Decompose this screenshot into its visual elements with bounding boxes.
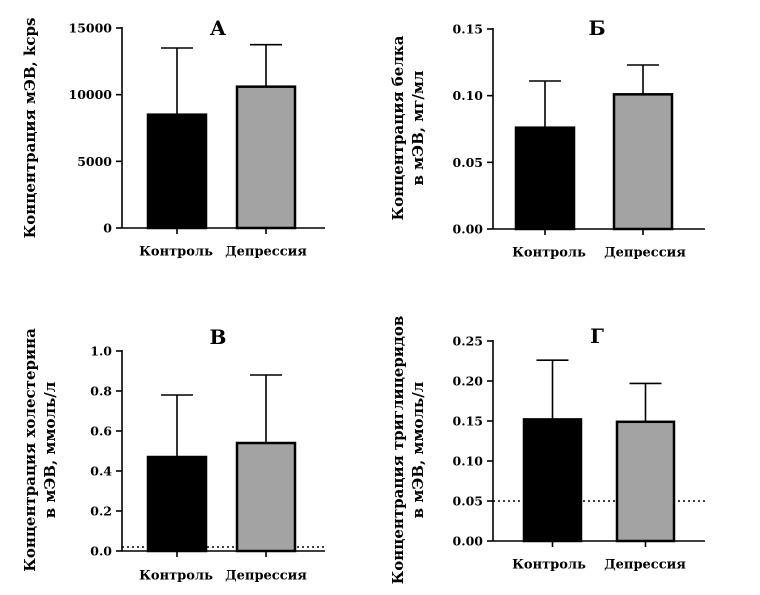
bar-control — [146, 113, 208, 230]
bar-control — [514, 126, 576, 231]
y-tick-label: 0.05 — [453, 494, 483, 509]
y-tick-label: 0.4 — [90, 464, 112, 479]
y-tick-label: 0.00 — [453, 534, 484, 549]
panel-title: Б — [588, 16, 605, 40]
chart-panel-3: В Концентрация холестерина в мЭВ, ммоль/л 0… — [21, 325, 325, 584]
x-category-label: Депрессия — [604, 558, 686, 573]
bar-control — [146, 455, 208, 553]
bar-depression — [615, 420, 676, 543]
y-axis-label: Концентрация холестерина — [21, 328, 39, 572]
y-tick-label: 5000 — [77, 154, 112, 169]
y-tick-label: 0.15 — [453, 22, 483, 37]
chart-panel-2: Б Концентрация белка в мЭВ, мг/мл 0.00 0.05 0… — [389, 16, 705, 261]
x-category-label: Контроль — [512, 558, 586, 573]
x-category-label: Депрессия — [604, 246, 686, 261]
panel-title: А — [210, 16, 227, 40]
y-axis-label: в мЭВ, мг/мл — [409, 70, 427, 185]
x-category-label: Депрессия — [225, 569, 307, 584]
y-tick-label: 0.15 — [453, 414, 483, 429]
x-category-label: Депрессия — [225, 245, 307, 260]
panel-title: В — [210, 325, 227, 349]
y-axis-label: Концентрация мЭВ, kcps — [21, 18, 39, 239]
y-axis-label: Концентрация белка — [389, 35, 407, 220]
y-tick-label: 0.6 — [90, 424, 112, 439]
y-tick-label: 0.8 — [90, 384, 112, 399]
bar-depression — [235, 85, 297, 230]
y-tick-label: 0.00 — [453, 222, 484, 237]
y-tick-label: 0.25 — [453, 334, 483, 349]
y-tick-label: 0.10 — [453, 454, 484, 469]
y-tick-label: 10000 — [69, 87, 113, 102]
bar-depression — [235, 441, 297, 553]
chart-panel-4: Г Концентрация триглицеридов в мЭВ, ммоль/… — [389, 316, 705, 585]
chart-panel-1: А Концентрация мЭВ, kcps 0 5000 10000 15000 Ко… — [21, 16, 325, 260]
y-axis-label: в мЭВ, ммоль/л — [409, 381, 427, 518]
x-category-label: Контроль — [512, 246, 586, 261]
bar-depression — [612, 93, 674, 231]
y-tick-label: 0.0 — [90, 544, 112, 559]
bar-control — [522, 418, 583, 543]
x-category-label: Контроль — [139, 245, 213, 260]
y-axis-label: Концентрация триглицеридов — [389, 316, 407, 585]
y-tick-label: 15000 — [69, 21, 113, 36]
y-tick-label: 0.05 — [453, 155, 483, 170]
y-tick-label: 0.2 — [90, 504, 112, 519]
x-category-label: Контроль — [139, 569, 213, 584]
panel-title: Г — [590, 324, 604, 348]
y-axis-label: в мЭВ, ммоль/л — [41, 381, 59, 518]
y-tick-label: 0.10 — [453, 88, 484, 103]
y-tick-label: 1.0 — [90, 344, 112, 359]
y-tick-label: 0 — [103, 221, 112, 236]
y-tick-label: 0.20 — [453, 374, 484, 389]
